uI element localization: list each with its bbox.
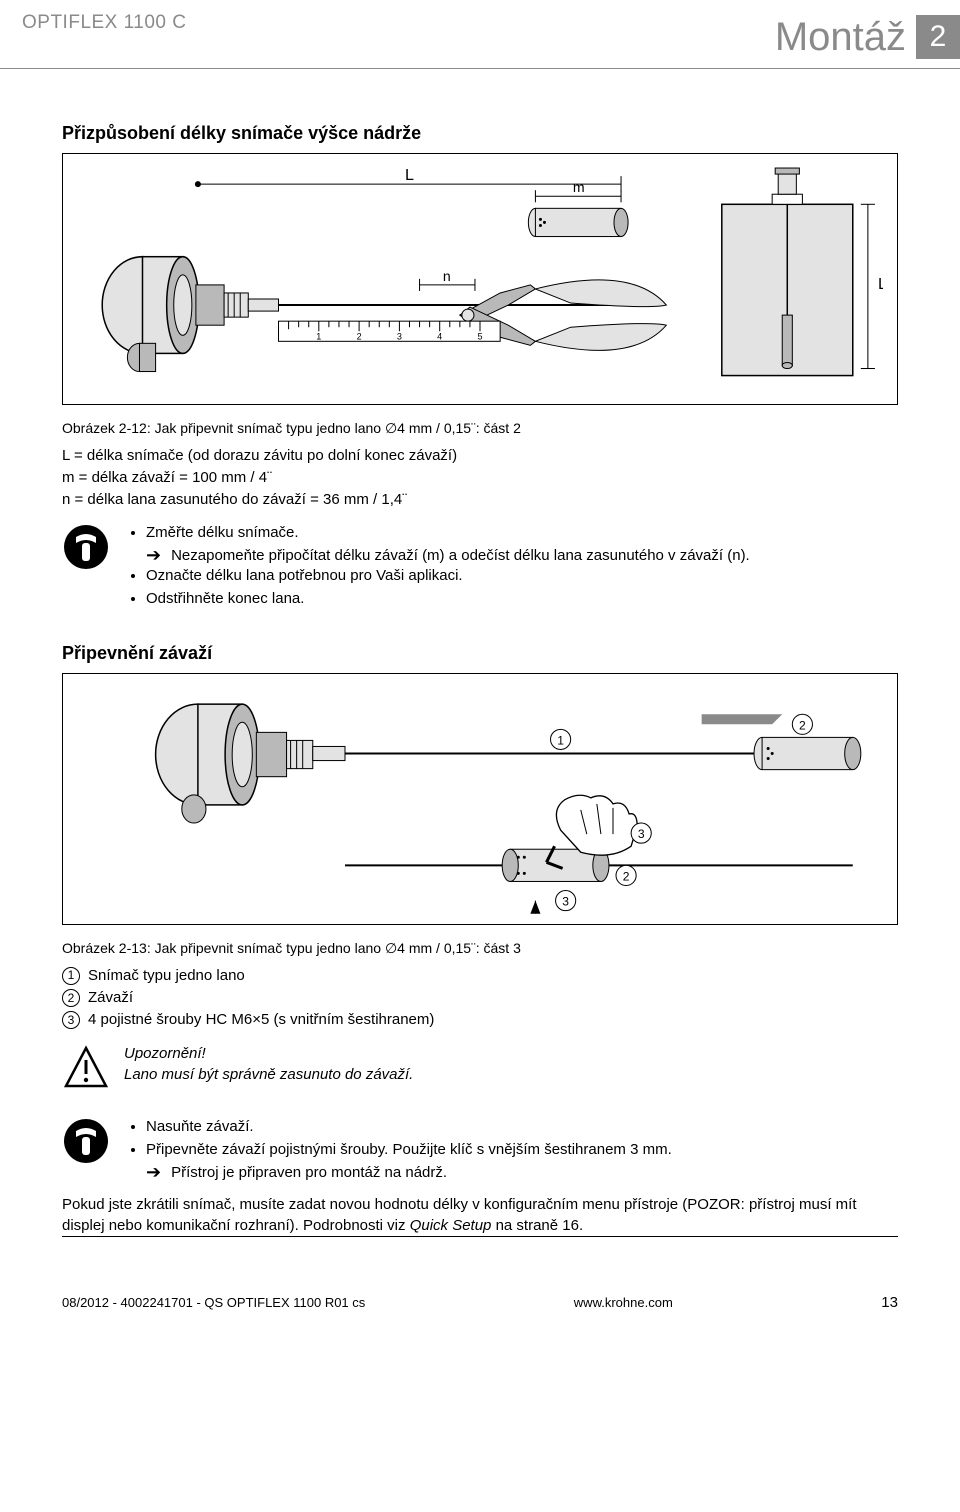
subheading-1: Přizpůsobení délky snímače výšce nádrže [62,121,898,145]
warning-text: Lano musí být správně zasunuto do závaží… [124,1065,898,1085]
step-2b: Připevněte závaží pojistnými šrouby. Pou… [146,1140,898,1160]
svg-text:3: 3 [397,332,402,342]
figure-1-svg: L m [77,164,883,396]
legend-text-2: Závaží [88,988,133,1008]
step-2a: Nasuňte závaží. [146,1117,898,1137]
warning-block: Upozornění! Lano musí být správně zasunu… [62,1044,898,1098]
def-L: L = délka snímače (od dorazu závitu po d… [62,446,898,466]
legend-num-1: 1 [62,967,80,985]
arrow-icon: ➔ [146,1163,161,1181]
warning-title: Upozornění! [124,1044,898,1064]
warning-icon [62,1044,110,1098]
svg-text:2: 2 [799,718,806,732]
svg-text:1: 1 [316,332,321,342]
step-2c-note: Přístroj je připraven pro montáž na nádr… [171,1163,447,1183]
footer-rule [62,1236,898,1237]
legend-text-3: 4 pojistné šrouby HC M6×5 (s vnitřním še… [88,1010,434,1030]
legend-num-2: 2 [62,989,80,1007]
sensor-head-icon [102,257,278,372]
svg-text:2: 2 [357,332,362,342]
figure-box-2: 1 2 [62,673,898,925]
arrow-icon: ➔ [146,546,161,564]
ruler-icon: 1 2 3 4 5 [279,321,501,341]
closing-note: Pokud jste zkrátili snímač, musíte zadat… [62,1195,898,1236]
page-header: OPTIFLEX 1100 C Montáž 2 [0,0,960,64]
svg-text:2: 2 [623,869,630,883]
page-footer: 08/2012 - 4002241701 - QS OPTIFLEX 1100 … [0,1293,960,1327]
product-name: OPTIFLEX 1100 C [22,10,187,36]
section-number: 2 [916,15,960,59]
figure-1-caption: Obrázek 2-12: Jak připevnit snímač typu … [62,419,898,438]
definitions-1: L = délka snímače (od dorazu závitu po d… [62,446,898,511]
def-n: n = délka lana zasunutého do závaží = 36… [62,490,898,510]
section-title: Montáž [775,10,906,64]
svg-text:4: 4 [437,332,442,342]
svg-text:3: 3 [638,827,645,841]
label-L: L [405,166,414,184]
note-ital: Quick Setup [410,1217,492,1234]
step-1b-note: Nezapomeňte připočítat délku závaží (m) … [171,546,750,566]
tank-icon [722,168,853,376]
svg-text:5: 5 [477,332,482,342]
label-L-right: L [878,275,883,293]
figure-2-svg: 1 2 [77,684,883,916]
footer-center: www.krohne.com [574,1294,673,1312]
subheading-2: Připevnění závaží [62,641,898,665]
svg-text:1: 1 [557,733,564,747]
steps-block-2: Nasuňte závaží. Připevněte závaží pojist… [62,1117,898,1184]
tool-icon [62,523,110,613]
legend-text-1: Snímač typu jedno lano [88,966,245,986]
footer-page-number: 13 [881,1293,898,1313]
header-right: Montáž 2 [775,10,960,64]
footer-left: 08/2012 - 4002241701 - QS OPTIFLEX 1100 … [62,1294,365,1312]
label-m: m [573,180,585,196]
legend-2: 1 Snímač typu jedno lano 2 Závaží 3 4 pojis… [62,966,898,1031]
tool-icon [62,1117,110,1184]
step-1c: Označte délku lana potřebnou pro Vaši ap… [146,566,898,586]
step-1a: Změřte délku snímače. [146,523,898,543]
def-m: m = délka závaží = 100 mm / 4¨ [62,468,898,488]
svg-text:3: 3 [562,895,569,909]
label-n: n [443,268,451,284]
steps-block-1: Změřte délku snímače. ➔ Nezapomeňte přip… [62,523,898,613]
legend-num-3: 3 [62,1011,80,1029]
note-text-b: na straně 16. [491,1217,583,1234]
step-1d: Odstřihněte konec lana. [146,589,898,609]
figure-box-1: L m [62,153,898,405]
figure-2-caption: Obrázek 2-13: Jak připevnit snímač typu … [62,939,898,958]
